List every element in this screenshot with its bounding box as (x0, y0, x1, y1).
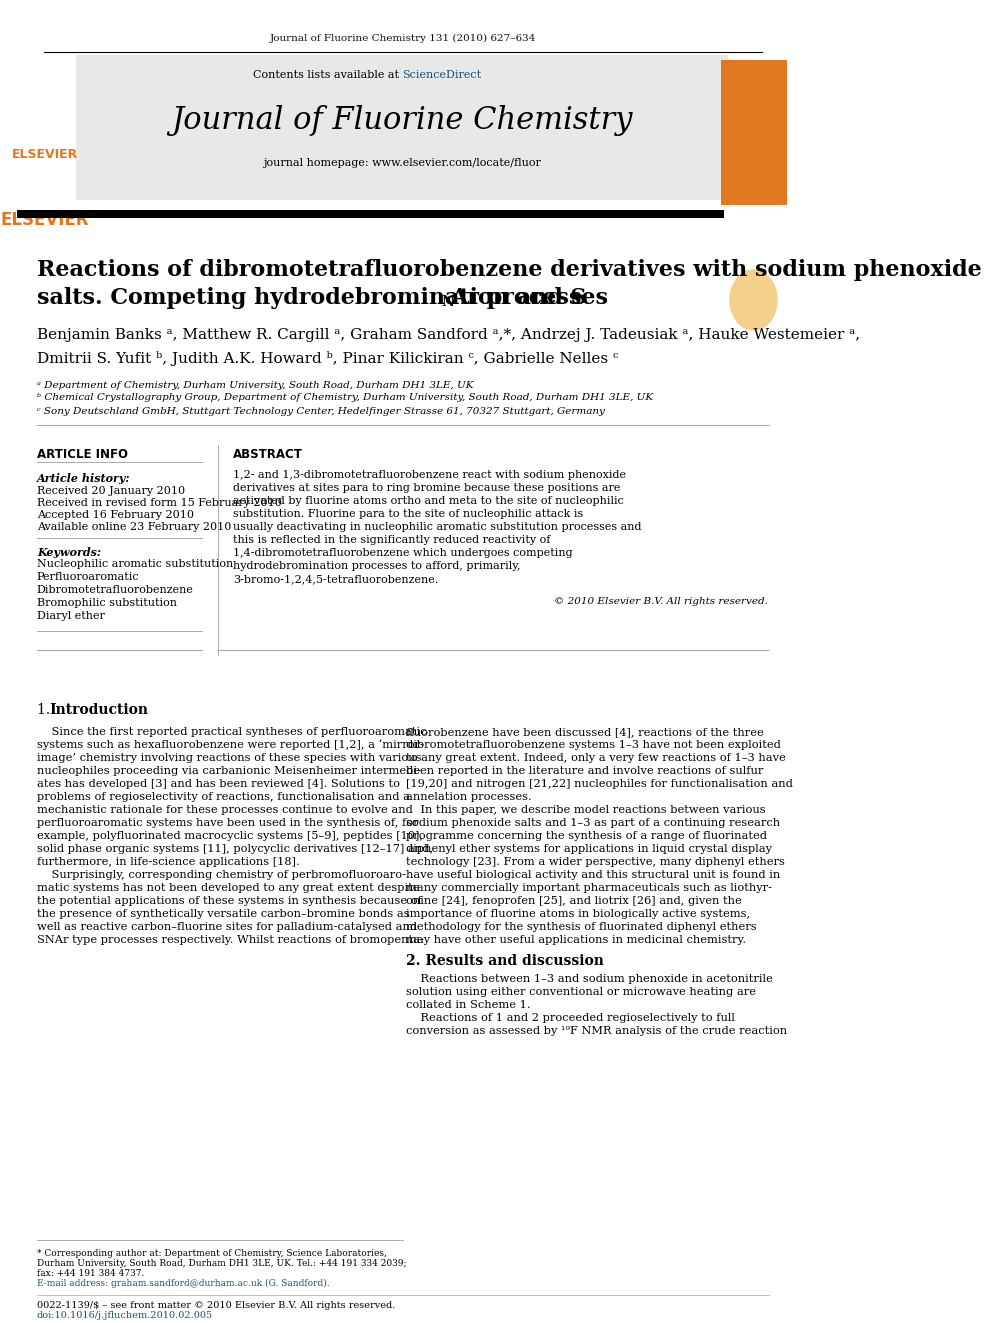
Text: Keywords:: Keywords: (37, 546, 101, 557)
Text: solution using either conventional or microwave heating are: solution using either conventional or mi… (406, 987, 756, 998)
Text: ᵃ Department of Chemistry, Durham University, South Road, Durham DH1 3LE, UK: ᵃ Department of Chemistry, Durham Univer… (37, 381, 473, 389)
Text: Accepted 16 February 2010: Accepted 16 February 2010 (37, 509, 193, 520)
Text: matic systems has not been developed to any great extent despite: matic systems has not been developed to … (37, 882, 420, 893)
Bar (720, 60, 788, 205)
Text: nucleophiles proceeding via carbanionic Meisenheimer intermedi-: nucleophiles proceeding via carbanionic … (37, 766, 421, 777)
Text: ELSEVIER: ELSEVIER (0, 210, 89, 229)
Text: substitution. Fluorine para to the site of nucleophilic attack is: substitution. Fluorine para to the site … (233, 509, 583, 519)
Text: Reactions of 1 and 2 proceeded regioselectively to full: Reactions of 1 and 2 proceeded regiosele… (406, 1013, 735, 1023)
Bar (17, 210, 724, 218)
Text: conversion as assessed by ¹⁹F NMR analysis of the crude reaction: conversion as assessed by ¹⁹F NMR analys… (406, 1027, 788, 1036)
Text: [19,20] and nitrogen [21,22] nucleophiles for functionalisation and: [19,20] and nitrogen [21,22] nucleophile… (406, 779, 793, 789)
Text: ᶜ Sony Deutschland GmbH, Stuttgart Technology Center, Hedelfinger Strasse 61, 70: ᶜ Sony Deutschland GmbH, Stuttgart Techn… (37, 406, 605, 415)
Text: Durham University, South Road, Durham DH1 3LE, UK. Tel.: +44 191 334 2039;: Durham University, South Road, Durham DH… (37, 1258, 407, 1267)
Bar (76, 56, 728, 200)
Text: have useful biological activity and this structural unit is found in: have useful biological activity and this… (406, 871, 781, 880)
Text: ScienceDirect: ScienceDirect (402, 70, 481, 79)
Text: many commercially important pharmaceuticals such as liothyr-: many commercially important pharmaceutic… (406, 882, 772, 893)
Text: problems of regioselectivity of reactions, functionalisation and a: problems of regioselectivity of reaction… (37, 792, 410, 802)
Text: diphenyl ether systems for applications in liquid crystal display: diphenyl ether systems for applications … (406, 844, 772, 855)
Text: methodology for the synthesis of fluorinated diphenyl ethers: methodology for the synthesis of fluorin… (406, 922, 757, 931)
Text: derivatives at sites para to ring bromine because these positions are: derivatives at sites para to ring bromin… (233, 483, 621, 493)
Text: annelation processes.: annelation processes. (406, 792, 532, 802)
Text: ABSTRACT: ABSTRACT (233, 448, 304, 462)
Text: 1,2- and 1,3-dibromotetrafluorobenzene react with sodium phenoxide: 1,2- and 1,3-dibromotetrafluorobenzene r… (233, 470, 626, 480)
Text: Introduction: Introduction (50, 703, 149, 717)
Text: * Corresponding author at: Department of Chemistry, Science Laboratories,: * Corresponding author at: Department of… (37, 1249, 387, 1257)
Text: Available online 23 February 2010: Available online 23 February 2010 (37, 523, 231, 532)
Text: furthermore, in life-science applications [18].: furthermore, in life-science application… (37, 857, 300, 867)
Text: fax: +44 191 384 4737.: fax: +44 191 384 4737. (37, 1269, 144, 1278)
Text: well as reactive carbon–fluorine sites for palladium-catalysed and: well as reactive carbon–fluorine sites f… (37, 922, 417, 931)
Text: ELSEVIER: ELSEVIER (12, 148, 77, 161)
Text: Bromophilic substitution: Bromophilic substitution (37, 598, 177, 609)
Text: example, polyfluorinated macrocyclic systems [5–9], peptides [10],: example, polyfluorinated macrocyclic sys… (37, 831, 423, 841)
Text: Diaryl ether: Diaryl ether (37, 611, 105, 620)
Text: 3-bromo-1,2,4,5-tetrafluorobenzene.: 3-bromo-1,2,4,5-tetrafluorobenzene. (233, 574, 438, 583)
Text: In this paper, we describe model reactions between various: In this paper, we describe model reactio… (406, 804, 766, 815)
Text: activated by fluorine atoms ortho and meta to the site of nucleophilic: activated by fluorine atoms ortho and me… (233, 496, 624, 505)
Text: N: N (441, 295, 454, 310)
Text: Received 20 January 2010: Received 20 January 2010 (37, 486, 185, 496)
Bar (17, 85, 72, 205)
Text: CHEMISTRY: CHEMISTRY (733, 250, 774, 255)
Text: Journal of Fluorine Chemistry: Journal of Fluorine Chemistry (172, 105, 633, 135)
Text: ᵇ Chemical Crystallography Group, Department of Chemistry, Durham University, So: ᵇ Chemical Crystallography Group, Depart… (37, 393, 653, 402)
Text: FLUORINE: FLUORINE (726, 235, 781, 245)
Text: programme concerning the synthesis of a range of fluorinated: programme concerning the synthesis of a … (406, 831, 767, 841)
Text: Reactions between 1–3 and sodium phenoxide in acetonitrile: Reactions between 1–3 and sodium phenoxi… (406, 974, 773, 984)
Text: E-mail address: graham.sandford@durham.ac.uk (G. Sandford).: E-mail address: graham.sandford@durham.a… (37, 1278, 329, 1287)
Text: Received in revised form 15 February 2010: Received in revised form 15 February 201… (37, 497, 282, 508)
Text: Reactions of dibromotetrafluorobenzene derivatives with sodium phenoxide: Reactions of dibromotetrafluorobenzene d… (37, 259, 981, 280)
Text: Contents lists available at: Contents lists available at (253, 70, 402, 79)
Text: Since the first reported practical syntheses of perfluoroaromatic: Since the first reported practical synth… (37, 728, 427, 737)
Text: dibromotetrafluorobenzene systems 1–3 have not been exploited: dibromotetrafluorobenzene systems 1–3 ha… (406, 740, 781, 750)
Text: fluorobenzene have been discussed [4], reactions of the three: fluorobenzene have been discussed [4], r… (406, 728, 764, 737)
Text: the presence of synthetically versatile carbon–bromine bonds as: the presence of synthetically versatile … (37, 909, 410, 919)
Text: 2. Results and discussion: 2. Results and discussion (406, 954, 604, 968)
Text: Dibromotetrafluorobenzene: Dibromotetrafluorobenzene (37, 585, 193, 595)
Text: Surprisingly, corresponding chemistry of perbromofluoroaro-: Surprisingly, corresponding chemistry of… (37, 871, 406, 880)
Text: Nucleophilic aromatic substitution: Nucleophilic aromatic substitution (37, 560, 233, 569)
Text: Article history:: Article history: (37, 472, 130, 483)
Text: this is reflected in the significantly reduced reactivity of: this is reflected in the significantly r… (233, 534, 551, 545)
Text: the potential applications of these systems in synthesis because of: the potential applications of these syst… (37, 896, 422, 906)
Text: perfluoroaromatic systems have been used in the synthesis of, for: perfluoroaromatic systems have been used… (37, 818, 419, 828)
Text: sodium phenoxide salts and 1–3 as part of a continuing research: sodium phenoxide salts and 1–3 as part o… (406, 818, 781, 828)
Text: onine [24], fenoprofen [25], and liotrix [26] and, given the: onine [24], fenoprofen [25], and liotrix… (406, 896, 742, 906)
Text: doi:10.1016/j.jfluchem.2010.02.005: doi:10.1016/j.jfluchem.2010.02.005 (37, 1311, 213, 1320)
Text: Benjamin Banks ᵃ, Matthew R. Cargill ᵃ, Graham Sandford ᵃ,*, Andrzej J. Tadeusia: Benjamin Banks ᵃ, Matthew R. Cargill ᵃ, … (37, 328, 860, 343)
Text: been reported in the literature and involve reactions of sulfur: been reported in the literature and invo… (406, 766, 764, 777)
Text: importance of fluorine atoms in biologically active systems,: importance of fluorine atoms in biologic… (406, 909, 750, 919)
Text: ates has developed [3] and has been reviewed [4]. Solutions to: ates has developed [3] and has been revi… (37, 779, 400, 789)
Text: JOURNAL OF: JOURNAL OF (732, 222, 776, 228)
Text: SNAr type processes respectively. Whilst reactions of bromopenta-: SNAr type processes respectively. Whilst… (37, 935, 424, 945)
Text: usually deactivating in nucleophilic aromatic substitution processes and: usually deactivating in nucleophilic aro… (233, 523, 642, 532)
Text: to any great extent. Indeed, only a very few reactions of 1–3 have: to any great extent. Indeed, only a very… (406, 753, 786, 763)
Text: salts. Competing hydrodebromination and S: salts. Competing hydrodebromination and … (37, 287, 586, 310)
Text: mechanistic rationale for these processes continue to evolve and: mechanistic rationale for these processe… (37, 804, 413, 815)
Circle shape (730, 270, 777, 329)
Text: collated in Scheme 1.: collated in Scheme 1. (406, 1000, 531, 1009)
Text: Dmitrii S. Yufit ᵇ, Judith A.K. Howard ᵇ, Pinar Kilickiran ᶜ, Gabrielle Nelles ᶜ: Dmitrii S. Yufit ᵇ, Judith A.K. Howard ᵇ… (37, 351, 618, 365)
Text: 0022-1139/$ – see front matter © 2010 Elsevier B.V. All rights reserved.: 0022-1139/$ – see front matter © 2010 El… (37, 1302, 395, 1311)
Text: image’ chemistry involving reactions of these species with various: image’ chemistry involving reactions of … (37, 753, 422, 763)
Text: Perfluoroaromatic: Perfluoroaromatic (37, 572, 140, 582)
Text: may have other useful applications in medicinal chemistry.: may have other useful applications in me… (406, 935, 746, 945)
Text: ARTICLE INFO: ARTICLE INFO (37, 448, 128, 462)
Text: journal homepage: www.elsevier.com/locate/fluor: journal homepage: www.elsevier.com/locat… (263, 157, 542, 168)
Text: 1,4-dibromotetrafluorobenzene which undergoes competing: 1,4-dibromotetrafluorobenzene which unde… (233, 548, 573, 558)
Text: solid phase organic systems [11], polycyclic derivatives [12–17] and,: solid phase organic systems [11], polycy… (37, 844, 433, 855)
Text: systems such as hexafluorobenzene were reported [1,2], a ‘mirror-: systems such as hexafluorobenzene were r… (37, 740, 424, 750)
Text: 1.: 1. (37, 703, 55, 717)
Text: technology [23]. From a wider perspective, many diphenyl ethers: technology [23]. From a wider perspectiv… (406, 857, 785, 867)
Text: hydrodebromination processes to afford, primarily,: hydrodebromination processes to afford, … (233, 561, 521, 572)
Text: Ar processes: Ar processes (450, 287, 608, 310)
Text: © 2010 Elsevier B.V. All rights reserved.: © 2010 Elsevier B.V. All rights reserved… (554, 598, 768, 606)
Text: Journal of Fluorine Chemistry 131 (2010) 627–634: Journal of Fluorine Chemistry 131 (2010)… (270, 33, 537, 42)
